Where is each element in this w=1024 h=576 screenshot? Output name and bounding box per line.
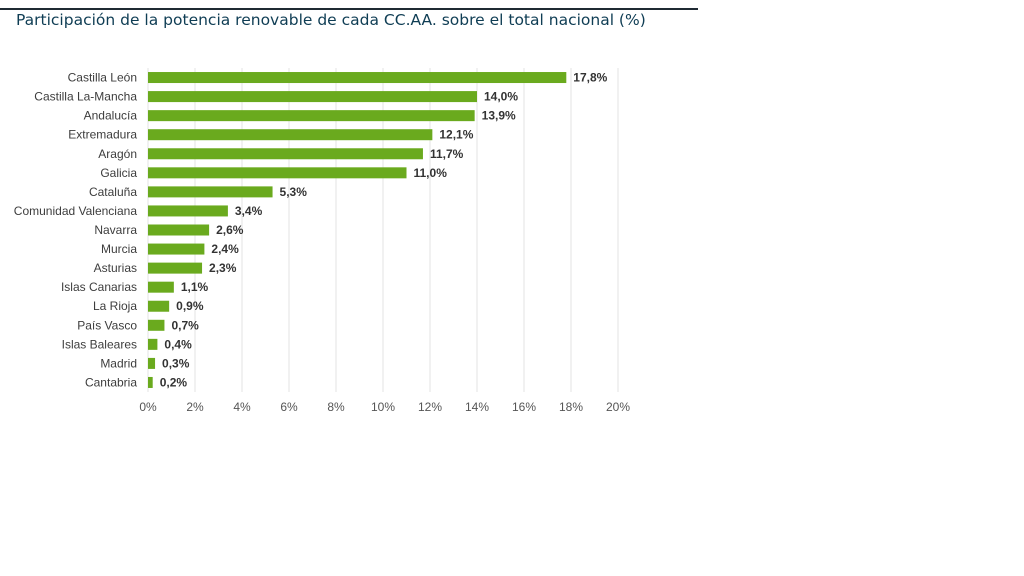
bar [148, 224, 210, 236]
bars [148, 72, 567, 388]
value-label: 14,0% [484, 90, 518, 104]
category-label: Comunidad Valenciana [14, 204, 138, 218]
category-label: País Vasco [77, 318, 137, 332]
bar [148, 129, 433, 141]
bar [148, 357, 156, 369]
category-label: Madrid [100, 356, 137, 370]
category-label: Cataluña [89, 185, 137, 199]
category-label: Castilla La-Mancha [34, 90, 137, 104]
bar [148, 319, 165, 331]
category-label: Castilla León [68, 71, 137, 85]
category-label: Andalucía [84, 109, 138, 123]
value-label: 11,0% [414, 166, 448, 180]
chart-title: Participación de la potencia renovable d… [16, 11, 646, 29]
value-label: 17,8% [573, 71, 607, 85]
gridlines [147, 68, 619, 392]
value-label: 11,7% [430, 147, 464, 161]
bar [148, 281, 174, 293]
x-tick-label: 20% [606, 400, 630, 414]
bar [148, 262, 203, 274]
x-tick-label: 2% [186, 400, 204, 414]
bar [148, 167, 407, 179]
x-tick-label: 18% [559, 400, 583, 414]
category-label: Extremadura [68, 128, 137, 142]
category-label: Galicia [100, 166, 137, 180]
bar [148, 91, 477, 103]
value-label: 2,3% [209, 261, 237, 275]
category-label: Navarra [94, 223, 137, 237]
category-label: Asturias [94, 261, 137, 275]
category-label: Islas Canarias [61, 280, 137, 294]
category-label: Islas Baleares [62, 337, 137, 351]
category-label: Murcia [101, 242, 137, 256]
category-labels: Castilla León Castilla La-Mancha Andalucía… [14, 71, 138, 390]
value-label: 0,3% [162, 356, 190, 370]
x-tick-label: 14% [465, 400, 489, 414]
bar [148, 205, 228, 217]
top-rule [0, 8, 698, 10]
bar [148, 338, 158, 350]
category-label: La Rioja [93, 299, 137, 313]
value-label: 2,4% [211, 242, 239, 256]
value-label: 0,9% [176, 299, 204, 313]
category-label: Aragón [98, 147, 137, 161]
bar [148, 148, 423, 160]
bar [148, 72, 567, 84]
value-label: 3,4% [235, 204, 263, 218]
value-label: 5,3% [280, 185, 308, 199]
value-label: 0,7% [171, 318, 199, 332]
value-label: 13,9% [482, 109, 516, 123]
x-tick-label: 16% [512, 400, 536, 414]
value-label: 2,6% [216, 223, 244, 237]
bar [148, 243, 205, 255]
value-label: 1,1% [181, 280, 209, 294]
value-label: 0,2% [160, 375, 188, 389]
bar [148, 300, 170, 312]
value-label: 12,1% [439, 128, 473, 142]
x-tick-label: 12% [418, 400, 442, 414]
value-labels: 17,8% 14,0% 13,9% 12,1% 11,7% 11,0% 5,3% 3,4% 2,… [160, 71, 608, 390]
category-label: Cantabria [85, 375, 137, 389]
x-axis-ticks: 0% 2% 4% 6% 8% 10% 12% 14% 16% 18% 20% [139, 400, 630, 414]
value-label: 0,4% [164, 337, 192, 351]
bar [148, 376, 153, 388]
x-tick-label: 4% [233, 400, 251, 414]
x-tick-label: 6% [280, 400, 298, 414]
x-tick-label: 8% [327, 400, 345, 414]
bar [148, 110, 475, 122]
x-tick-label: 0% [139, 400, 157, 414]
x-tick-label: 10% [371, 400, 395, 414]
bar [148, 186, 273, 198]
